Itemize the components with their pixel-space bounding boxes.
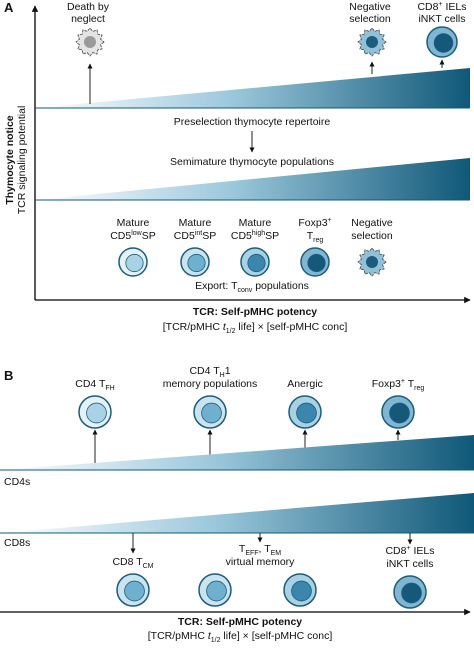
label: Mature xyxy=(179,217,212,229)
nucleus xyxy=(401,582,422,604)
label: CD4 TFH xyxy=(75,378,115,392)
label: CD5intSP xyxy=(174,230,216,242)
label: selection xyxy=(349,13,391,25)
nucleus xyxy=(201,402,222,424)
export-label: Export: Tconv populations xyxy=(195,280,309,294)
label: CD4 TH1 xyxy=(189,365,230,379)
label: Foxp3+ xyxy=(298,217,331,229)
label: Mature xyxy=(239,217,272,229)
nucleus xyxy=(366,256,378,268)
label: neglect xyxy=(71,13,105,25)
wedge xyxy=(35,158,470,200)
wedge xyxy=(0,435,474,470)
label: TEFF, TEM xyxy=(239,543,281,557)
label: CD5lowSP xyxy=(110,230,156,242)
cd8s: CD8s xyxy=(4,537,30,549)
label: Treg xyxy=(307,230,324,244)
nucleus xyxy=(125,253,144,273)
panel-label: A xyxy=(4,0,14,15)
label: iNKT cells xyxy=(386,558,433,570)
label: Death by xyxy=(67,1,110,13)
label: Negative xyxy=(351,217,393,229)
x-title: TCR: Self-pMHC potency xyxy=(178,616,302,628)
y-subtitle: TCR signaling potential xyxy=(16,106,28,215)
wedge xyxy=(0,493,474,533)
y-title: Thymocyte notice xyxy=(4,115,16,204)
label: memory populations xyxy=(163,378,258,390)
panel-label: B xyxy=(4,368,13,383)
nucleus xyxy=(366,36,378,48)
x-formula: [TCR/pMHC t1/2 life] × [self-pMHC conc] xyxy=(148,630,333,644)
label: Foxp3+ Treg xyxy=(372,378,425,392)
cd4s: CD4s xyxy=(4,476,30,488)
nucleus xyxy=(433,33,454,53)
label: CD8+ IELs xyxy=(417,1,466,13)
label: CD8 TCM xyxy=(112,556,153,570)
wedge xyxy=(35,68,470,108)
mature-low: Mature CD5lowSP xyxy=(110,217,156,242)
nucleus xyxy=(124,580,145,602)
nucleus xyxy=(187,253,206,273)
nucleus xyxy=(307,253,326,273)
label: virtual memory xyxy=(226,556,296,568)
nucleus xyxy=(84,36,96,48)
preselection: Preselection thymocyte repertoire xyxy=(174,116,331,128)
nucleus xyxy=(296,402,317,424)
x-title: TCR: Self-pMHC potency xyxy=(193,306,317,318)
label: Anergic xyxy=(287,378,323,390)
label: Negative xyxy=(349,1,391,13)
label: iNKT cells xyxy=(418,13,465,25)
nucleus xyxy=(206,580,227,602)
label: CD5highSP xyxy=(231,230,279,242)
mature-int: Mature CD5intSP xyxy=(174,217,216,242)
label: Mature xyxy=(117,217,150,229)
nucleus xyxy=(291,580,312,602)
nucleus xyxy=(86,402,107,424)
nucleus xyxy=(247,253,266,273)
label: selection xyxy=(351,230,393,242)
mature-high: Mature CD5highSP xyxy=(231,217,279,242)
semimature: Semimature thymocyte populations xyxy=(170,156,334,168)
label: CD8+ IELs xyxy=(385,545,434,557)
nucleus xyxy=(389,402,410,424)
x-formula: [TCR/pMHC t1/2 life] × [self-pMHC conc] xyxy=(163,321,348,335)
